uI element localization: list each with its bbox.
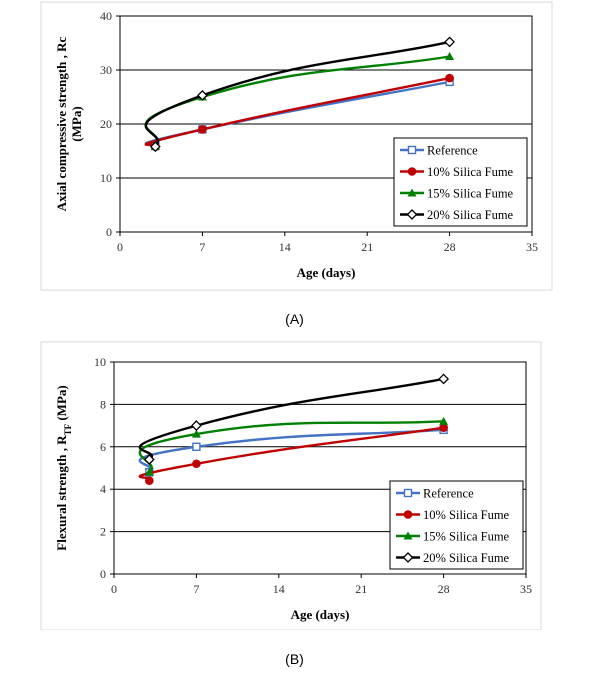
chart-b-xtick-label: 35 xyxy=(520,582,532,596)
chart-b-xtick-label: 28 xyxy=(438,582,450,596)
chart-b-legend-marker xyxy=(403,531,413,540)
chart-b-caption: (B) xyxy=(285,651,304,667)
chart-b-yaxis-title-sub: TF xyxy=(63,423,73,435)
chart-b-svg: 0 2 4 6 8 10 0 7 14 21 28 35 Age (days) Flexural stre… xyxy=(40,341,542,631)
chart-a-series-3 xyxy=(144,36,456,153)
chart-a-ytick-label: 20 xyxy=(100,117,112,131)
chart-a-ytick-label: 40 xyxy=(100,9,112,23)
chart-b-series-3 xyxy=(138,373,450,465)
chart-a-legend-label: 10% Silica Fume xyxy=(427,165,514,179)
chart-a-data-point xyxy=(445,73,454,83)
chart-a-svg: 0 10 20 30 40 0 7 14 21 28 35 Age (days) Axial compr… xyxy=(40,1,553,291)
chart-a-caption: (A) xyxy=(285,311,304,327)
chart-a-ytick-label: 0 xyxy=(106,225,112,239)
chart-b-data-point xyxy=(439,423,448,433)
chart-b-xtick-label: 21 xyxy=(355,582,367,596)
chart-a-xtick-label: 21 xyxy=(361,240,373,254)
chart-b-xaxis-title: Age (days) xyxy=(291,607,350,622)
chart-b-plot-area xyxy=(113,361,527,575)
chart-b-data-point xyxy=(191,429,201,438)
chart-a-legend-marker xyxy=(406,209,418,220)
chart-a-data-point xyxy=(196,89,208,101)
chart-b-legend-label: 20% Silica Fume xyxy=(423,551,510,565)
chart-b-data-point xyxy=(192,442,201,452)
chart-a-xtick-label: 35 xyxy=(526,240,538,254)
chart-b-data-point xyxy=(143,454,155,465)
chart-b-data-point xyxy=(190,420,202,432)
chart-a-xtick-label: 7 xyxy=(199,240,205,254)
chart-b-data-point xyxy=(439,416,449,425)
chart-a-legend-marker xyxy=(407,188,417,197)
chart-a-data-point xyxy=(198,125,207,134)
chart-b-yaxis-title: Flexural strength , RTF (MPa) xyxy=(54,385,73,550)
chart-b-ytick-label: 4 xyxy=(100,482,106,496)
chart-a-yaxis-unit: (MPa) xyxy=(69,106,84,141)
chart-b-data-point xyxy=(145,476,154,486)
chart-b-yaxis-title-main: Flexural strength , R xyxy=(54,435,69,551)
chart-b-ytick-label: 2 xyxy=(100,525,106,539)
chart-b-data-point xyxy=(438,373,450,385)
chart-a-data-point xyxy=(149,141,161,153)
chart-a-legend-label: Reference xyxy=(427,144,478,158)
chart-a-legend-marker xyxy=(407,145,417,155)
chart-a-xtick-label: 28 xyxy=(444,240,456,254)
chart-b-legend-label: 10% Silica Fume xyxy=(423,508,510,522)
chart-b-legend-marker xyxy=(403,510,413,519)
chart-b-legend-label: Reference xyxy=(423,487,474,501)
chart-a-data-point xyxy=(444,36,456,48)
chart-a-legend-marker xyxy=(407,167,417,176)
chart-a-legend: Reference 10% Silica Fume 15% Silica Fume 2… xyxy=(393,137,528,227)
chart-a-xtick-label: 0 xyxy=(117,240,123,254)
chart-b-legend-label: 15% Silica Fume xyxy=(423,530,510,544)
chart-b-ytick-label: 6 xyxy=(100,440,106,454)
chart-b-xtick-label: 14 xyxy=(273,582,285,596)
chart-b-xtick-label: 0 xyxy=(111,582,117,596)
chart-b-data-point xyxy=(144,467,154,476)
chart-a-ytick-label: 10 xyxy=(100,171,112,185)
chart-a-ytick-label: 30 xyxy=(100,63,112,77)
chart-b-ytick-label: 0 xyxy=(100,567,106,581)
chart-a: 0 10 20 30 40 0 7 14 21 28 35 Age (days) Axial compr… xyxy=(0,0,589,300)
chart-b-xtick-label: 7 xyxy=(193,582,199,596)
chart-b-series-1 xyxy=(138,423,448,486)
chart-b-yaxis-title-unit: (MPa) xyxy=(54,385,69,424)
chart-b-legend: Reference 10% Silica Fume 15% Silica Fume 2… xyxy=(389,480,524,570)
chart-a-data-point xyxy=(445,52,455,60)
chart-a-xtick-label: 14 xyxy=(279,240,291,254)
chart-a-yaxis-title: Axial compressive strength , Rc xyxy=(54,36,69,211)
chart-b-ytick-label: 8 xyxy=(100,397,106,411)
chart-b-ytick-label: 10 xyxy=(94,355,106,369)
chart-b-legend-marker xyxy=(402,552,414,563)
chart-b-data-point xyxy=(192,459,201,469)
chart-a-xaxis-title: Age (days) xyxy=(297,265,356,280)
chart-b-legend-marker xyxy=(403,488,413,498)
chart-a-legend-label: 20% Silica Fume xyxy=(427,208,514,222)
chart-a-legend-label: 15% Silica Fume xyxy=(427,187,514,201)
chart-b: 0 2 4 6 8 10 0 7 14 21 28 35 Age (days) Flexural stre… xyxy=(0,340,589,631)
